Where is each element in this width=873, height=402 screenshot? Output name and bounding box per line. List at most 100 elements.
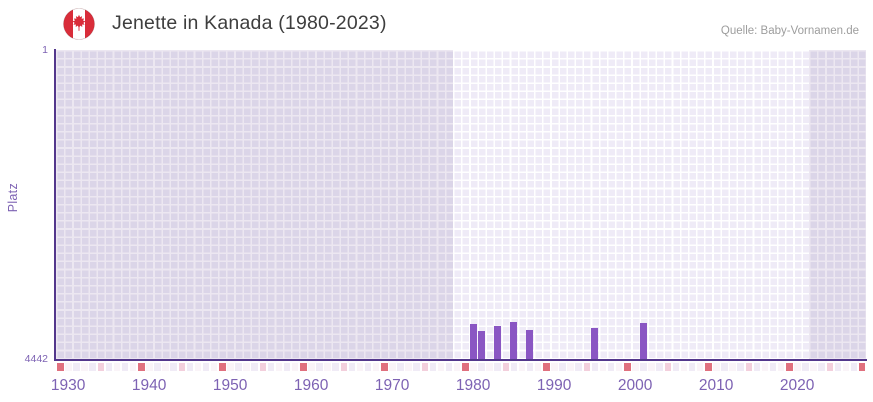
heat-cell: [713, 362, 720, 371]
heat-cell: [567, 362, 574, 371]
heat-cell: [858, 362, 866, 371]
heat-cell: [73, 362, 80, 371]
heat-cell: [437, 362, 445, 371]
heat-cell: [737, 362, 744, 371]
heat-cell: [721, 362, 728, 371]
heat-cell: [202, 362, 210, 371]
heat-cell: [300, 362, 307, 371]
x-tick-label: 1960: [293, 377, 329, 394]
heat-cell: [243, 362, 250, 371]
heat-cell: [332, 362, 339, 371]
y-tick-bottom: 4442: [24, 353, 48, 365]
heat-cell: [267, 362, 275, 371]
bar-1983[interactable]: [493, 326, 501, 360]
heat-cell: [227, 362, 234, 371]
heat-cell: [283, 362, 291, 371]
heat-cell: [105, 362, 113, 371]
plot-area: [56, 50, 866, 360]
x-axis-tick-row: 1930 1940 1950 1960 1970 1980 1990 2000 2010 2020: [51, 377, 866, 397]
heat-cell: [291, 362, 299, 371]
heat-cell: [518, 362, 526, 371]
heat-cell: [615, 362, 623, 371]
x-tick-label: 1990: [536, 377, 572, 394]
heat-cell: [648, 362, 655, 371]
heat-cell: [591, 362, 599, 371]
heat-cell: [599, 362, 607, 371]
heat-cell: [81, 362, 88, 371]
heat-cell: [65, 362, 72, 371]
heat-cell: [89, 362, 96, 371]
heat-cell: [632, 362, 639, 371]
heat-cell: [696, 362, 704, 371]
plot-band-default-right: [809, 50, 866, 360]
heat-cell: [170, 362, 177, 371]
heat-cell: [688, 362, 696, 371]
heat-cell: [502, 362, 510, 371]
heat-cell: [826, 362, 834, 371]
heat-cell: [154, 362, 161, 371]
x-tick-label: 2020: [779, 377, 815, 394]
heat-cell: [421, 362, 429, 371]
bar-1981[interactable]: [477, 330, 485, 360]
heat-cell: [97, 362, 105, 371]
heat-cell: [534, 362, 542, 371]
heat-cell: [129, 362, 137, 371]
heat-cell: [146, 362, 153, 371]
heat-cell: [729, 362, 736, 371]
x-tick-label: 1970: [374, 377, 410, 394]
x-tick-label: 1930: [50, 377, 86, 394]
heat-cell: [705, 362, 712, 371]
heat-cell: [575, 362, 582, 371]
heat-cell: [389, 362, 396, 371]
heat-cell: [235, 362, 242, 371]
bar-1980[interactable]: [469, 323, 477, 360]
heat-cell: [810, 362, 817, 371]
heat-cell: [186, 362, 194, 371]
heat-cell: [777, 362, 785, 371]
heat-cell: [794, 362, 801, 371]
heat-cell: [543, 362, 550, 371]
heat-cell: [445, 362, 453, 371]
bar-2001[interactable]: [639, 322, 647, 360]
heat-cell: [324, 362, 331, 371]
heat-cell: [121, 362, 129, 371]
heat-cell: [364, 362, 372, 371]
heat-cell: [210, 362, 218, 371]
source-attribution: Quelle: Baby-Vornamen.de: [720, 25, 859, 37]
heat-cell: [583, 362, 591, 371]
heat-cell: [251, 362, 258, 371]
bar-1995[interactable]: [591, 327, 599, 360]
x-tick-label: 1940: [131, 377, 167, 394]
heat-cell: [429, 362, 437, 371]
heat-cell: [607, 362, 615, 371]
heat-cell: [453, 362, 461, 371]
heat-cell: [113, 362, 121, 371]
x-tick-label: 1950: [212, 377, 248, 394]
heat-cell: [57, 362, 64, 371]
heat-cell: [356, 362, 364, 371]
heat-cell: [259, 362, 267, 371]
heat-cell: [745, 362, 753, 371]
heat-cell: [680, 362, 688, 371]
bar-1987[interactable]: [526, 329, 534, 360]
heat-cell: [219, 362, 226, 371]
heat-cell: [494, 362, 501, 371]
heat-cell: [624, 362, 631, 371]
heat-cell: [397, 362, 404, 371]
heat-cell: [842, 362, 850, 371]
heat-cell: [769, 362, 777, 371]
heat-cell: [656, 362, 663, 371]
heat-cell: [308, 362, 315, 371]
heat-cell: [786, 362, 793, 371]
plot-band-default-left: [56, 50, 453, 360]
heat-cell: [162, 362, 169, 371]
heat-cell: [405, 362, 412, 371]
heat-cell: [802, 362, 809, 371]
heat-cell: [486, 362, 493, 371]
heat-cell: [664, 362, 672, 371]
x-axis-line: [54, 358, 867, 361]
heat-cell: [178, 362, 186, 371]
bar-1985[interactable]: [510, 322, 518, 360]
heat-cell: [413, 362, 420, 371]
